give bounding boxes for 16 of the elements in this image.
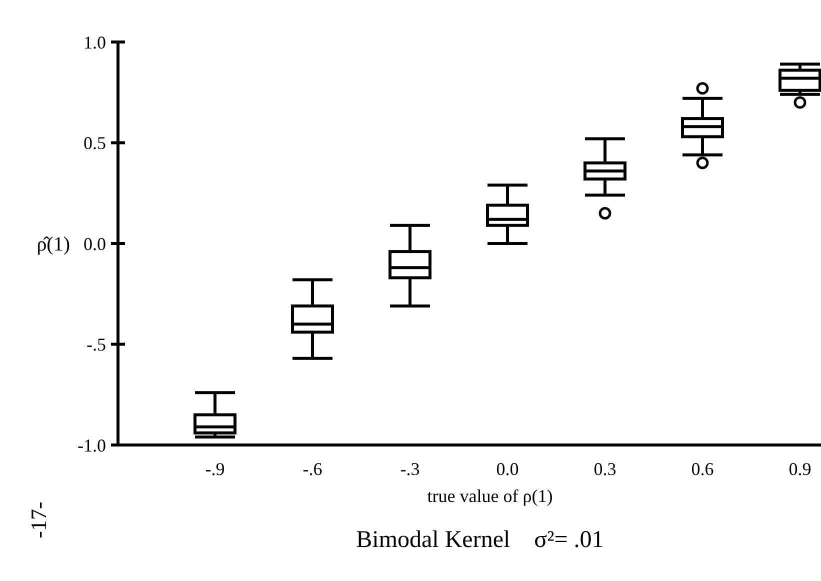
y-tick-label: 1.0 xyxy=(84,32,106,52)
text: Bimodal Kernel σ²= .01 xyxy=(356,527,604,553)
x-tick-label: -.9 xyxy=(205,459,225,479)
y-tick-label: -1.0 xyxy=(78,435,106,456)
x-axis-title: true value of ρ(1) xyxy=(427,486,553,506)
y-tick-label: 0.5 xyxy=(84,133,106,154)
x-tick-label: -.3 xyxy=(400,459,420,479)
x-tick-label: 0.6 xyxy=(691,459,714,479)
y-tick-label: 0.0 xyxy=(84,234,106,254)
y-axis-title: ρ̂(1) xyxy=(36,234,70,256)
x-tick-label: 0.0 xyxy=(496,459,519,479)
x-tick-label: -.6 xyxy=(302,459,322,479)
text: -17- xyxy=(26,502,51,538)
x-tick-label: 0.9 xyxy=(788,459,812,479)
y-tick-label: -.5 xyxy=(86,334,106,355)
x-tick-label: 0.3 xyxy=(594,459,616,479)
